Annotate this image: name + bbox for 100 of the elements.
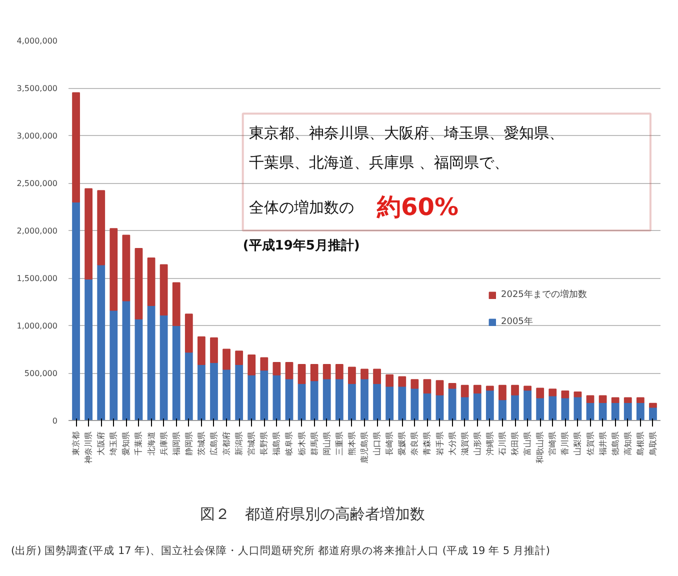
bar xyxy=(272,362,281,376)
bar xyxy=(184,352,193,420)
x-tick-label: 香川県 xyxy=(560,432,570,456)
x-tick-label: 新潟県 xyxy=(234,432,244,456)
y-tick-label: 2,000,000 xyxy=(16,226,58,236)
bar xyxy=(611,402,620,420)
bar xyxy=(122,234,130,302)
bar xyxy=(460,396,469,420)
bar xyxy=(611,397,620,403)
x-tick-label: 三重県 xyxy=(334,432,344,456)
annotation: 東京都、神奈川県、大阪府、埼玉県、愛知県、 xyxy=(249,124,564,142)
bar xyxy=(147,258,156,306)
bar xyxy=(574,392,582,398)
x-tick-label: 福岡県 xyxy=(172,432,181,456)
y-tick-label: 1,500,000 xyxy=(16,274,58,283)
bar xyxy=(298,382,306,420)
x-tick-label: 神奈川県 xyxy=(84,432,94,464)
bar xyxy=(235,364,244,420)
bar xyxy=(110,228,118,311)
bar xyxy=(84,278,93,420)
bar xyxy=(222,348,230,370)
bar xyxy=(436,380,444,396)
annotation: (平成19年5月推計) xyxy=(242,237,360,254)
bar xyxy=(498,399,506,420)
x-tick-label: 熊本県 xyxy=(347,432,356,456)
bar xyxy=(172,282,180,326)
x-tick-label: 愛媛県 xyxy=(398,432,407,456)
bar xyxy=(97,190,106,266)
bar xyxy=(322,378,331,420)
x-tick-label: 大阪府 xyxy=(96,432,106,456)
x-tick-label: 宮城県 xyxy=(247,432,256,456)
x-tick-label: 茨城県 xyxy=(196,432,206,456)
x-tick-label: 高知県 xyxy=(623,432,632,456)
x-tick-label: 福井県 xyxy=(598,432,608,456)
x-tick-label: 徳島県 xyxy=(610,432,620,456)
bar xyxy=(448,382,456,389)
x-tick-label: 広島県 xyxy=(209,432,218,456)
x-tick-label: 沖縄県 xyxy=(485,432,494,456)
legend-label: 2025年までの増加数 xyxy=(501,288,587,301)
bar xyxy=(636,397,644,403)
x-tick-label: 愛知県 xyxy=(122,432,131,456)
bar xyxy=(473,384,482,394)
bar xyxy=(260,357,268,371)
bar xyxy=(360,368,368,380)
bar xyxy=(386,386,394,420)
x-tick-label: 山形県 xyxy=(472,432,482,456)
y-tick-label: 500,000 xyxy=(24,369,58,378)
bar xyxy=(97,264,106,420)
bar xyxy=(373,368,381,384)
bar xyxy=(410,379,419,389)
bar xyxy=(134,318,143,420)
x-tick-label: 山口県 xyxy=(372,432,382,456)
x-tick-label: 島根県 xyxy=(636,432,645,456)
bar xyxy=(536,388,544,398)
bar xyxy=(398,386,406,420)
x-tick-label: 北海道 xyxy=(146,432,156,456)
x-tick-label: 奈良県 xyxy=(410,432,420,456)
x-tick-label: 岐阜県 xyxy=(284,432,294,456)
x-tick-label: 兵庫県 xyxy=(159,432,168,456)
legend-label: 2005年 xyxy=(501,316,533,328)
text: (出所) 国勢調査(平成 17 年)、国立社会保障・人口問題研究所 都道府県の将来推計人口 (平成 19 年 5 月推計) xyxy=(11,544,550,559)
bar xyxy=(586,395,594,403)
y-tick-label: 3,500,000 xyxy=(16,84,58,93)
x-tick-label: 鹿児島県 xyxy=(360,432,369,464)
bar xyxy=(335,378,344,420)
x-tick-label: 大分県 xyxy=(448,432,457,456)
x-tick-label: 埼玉県 xyxy=(109,432,118,456)
bar xyxy=(110,310,118,420)
x-tick-label: 岩手県 xyxy=(435,432,444,456)
x-tick-label: 京都府 xyxy=(222,432,232,456)
bar xyxy=(524,386,532,391)
bar xyxy=(310,380,318,420)
bar xyxy=(524,390,532,420)
bar xyxy=(598,395,607,403)
x-tick-label: 富山県 xyxy=(523,432,532,456)
bar xyxy=(160,314,168,420)
bar xyxy=(410,388,419,420)
bar xyxy=(248,374,256,420)
annotation: 千葉県、北海道、兵庫県 、福岡県で、 xyxy=(249,154,509,172)
bar xyxy=(285,378,294,420)
bar xyxy=(398,376,406,387)
bar xyxy=(649,406,657,420)
bar xyxy=(536,397,544,420)
bar xyxy=(423,379,432,394)
bar xyxy=(486,390,494,420)
bar xyxy=(160,264,168,316)
bar xyxy=(511,394,519,420)
bar xyxy=(548,395,557,420)
bar xyxy=(624,402,632,420)
bar xyxy=(248,354,256,376)
caption: 図２ 都道府県別の高齢者増加数 xyxy=(200,504,425,525)
bar xyxy=(348,366,356,384)
y-tick-label: 4,000,000 xyxy=(16,36,58,46)
bar xyxy=(260,370,268,420)
bar xyxy=(386,374,394,387)
x-tick-label: 東京都 xyxy=(72,432,81,456)
x-tick-label: 群馬県 xyxy=(310,432,319,456)
y-tick-label: 2,500,000 xyxy=(16,179,58,188)
bar xyxy=(322,364,331,380)
x-tick-label: 秋田県 xyxy=(510,432,520,456)
